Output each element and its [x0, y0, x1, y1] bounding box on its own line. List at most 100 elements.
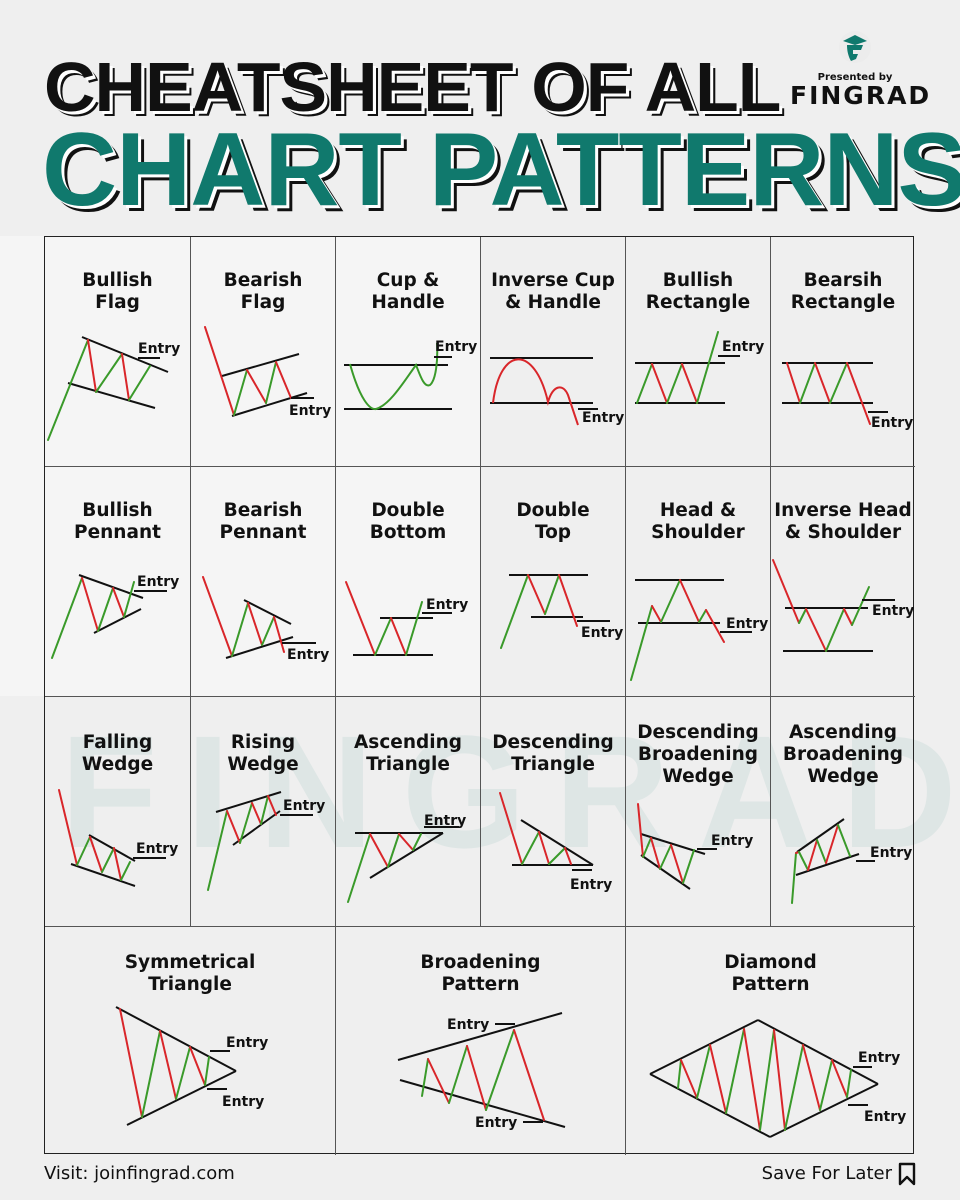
bullish-leg: [265, 361, 277, 404]
pattern-title: Cup & Handle: [371, 270, 445, 313]
pattern-cell: Bullish Flag: [45, 237, 191, 467]
bullish-leg: [231, 602, 249, 657]
bullish-leg: [95, 353, 123, 393]
pattern-cell: Ascending Broadening Wedge: [771, 697, 915, 927]
entry-label: Entry: [581, 625, 623, 641]
bearish-leg: [499, 792, 523, 865]
trend-line: [369, 832, 444, 879]
bullish-leg: [798, 608, 807, 624]
entry-label: Entry: [872, 603, 914, 619]
pattern-cell: Bearish Flag: [191, 237, 336, 467]
bullish-leg: [260, 795, 269, 825]
bullish-leg: [97, 587, 114, 632]
bearish-leg: [58, 789, 78, 866]
entry-label: Entry: [222, 1094, 264, 1110]
watermark: FINGRAD: [60, 702, 960, 881]
bullish-leg: [387, 833, 400, 868]
bearish-leg: [267, 795, 277, 816]
bullish-leg: [798, 851, 809, 871]
bearish-leg: [246, 369, 267, 404]
entry-label: Entry: [582, 410, 624, 426]
bullish-leg: [412, 833, 422, 851]
pattern-cell: Symmetrical Triangle: [45, 927, 336, 1155]
bearish-leg: [846, 362, 871, 425]
bullish-leg: [448, 1045, 468, 1104]
bullish-leg: [698, 609, 707, 623]
pattern-title: Bearish Pennant: [219, 500, 307, 543]
pattern-cell: Bullish Rectangle: [626, 237, 771, 467]
bullish-leg: [128, 365, 151, 401]
brand-logo: Presented by FINGRAD: [790, 30, 929, 108]
pattern-cell: Broadening Pattern: [336, 927, 626, 1155]
bullish-leg: [233, 369, 248, 416]
pattern-title: Symmetrical Triangle: [124, 952, 256, 995]
pattern-title: Inverse Head & Shoulder: [774, 500, 912, 543]
bearish-leg: [273, 616, 285, 653]
bullish-leg: [101, 847, 115, 873]
bearish-leg: [637, 803, 644, 858]
entry-label: Entry: [871, 415, 913, 431]
bearish-leg: [226, 810, 241, 844]
bullish-leg: [51, 577, 83, 659]
pattern-title: Head & Shoulder: [651, 500, 745, 543]
bullish-leg: [500, 574, 529, 649]
pattern-cell: Cup & Handle: [336, 237, 481, 467]
trend-line: [640, 854, 691, 890]
bullish-leg: [175, 1046, 191, 1100]
entry-label: Entry: [475, 1115, 517, 1131]
trend-line: [520, 819, 594, 866]
pattern-title: Ascending Broadening Wedge: [782, 722, 904, 787]
bearish-leg: [650, 837, 661, 870]
pattern-cell: Descending Broadening Wedge: [626, 697, 771, 927]
presented-by-label: Presented by: [817, 72, 893, 83]
bearish-leg: [709, 1044, 727, 1114]
pattern-cell: Double Top: [481, 467, 626, 697]
fingrad-logo-icon: [839, 31, 871, 63]
website-link[interactable]: Visit: joinfingrad.com: [44, 1163, 235, 1184]
bearish-leg: [202, 576, 233, 657]
bearish-leg: [743, 1028, 761, 1131]
pattern-title: Ascending Triangle: [353, 732, 462, 775]
bearish-leg: [466, 1045, 487, 1111]
entry-label: Entry: [283, 798, 325, 814]
bullish-leg: [660, 579, 681, 623]
bearish-leg: [805, 608, 827, 652]
bearish-leg: [513, 1029, 545, 1121]
bullish-leg: [141, 1030, 161, 1118]
entry-label: Entry: [447, 1017, 489, 1033]
trend-line: [81, 336, 169, 373]
bearish-leg: [427, 1058, 450, 1104]
bullish-leg: [759, 1029, 775, 1131]
entry-label: Entry: [711, 833, 753, 849]
bullish-leg: [544, 574, 560, 615]
trend-line: [649, 1019, 759, 1075]
bearish-leg: [679, 579, 700, 623]
entry-label: Entry: [864, 1109, 906, 1125]
entry-label: Entry: [138, 341, 180, 357]
bearish-leg: [681, 363, 698, 404]
pattern-title: Double Top: [516, 500, 590, 543]
bearish-leg: [773, 1029, 786, 1131]
pattern-cell: Inverse Cup & Handle: [481, 237, 626, 467]
bookmark-icon[interactable]: [898, 1162, 916, 1186]
bearish-leg: [159, 1030, 177, 1100]
bearish-leg: [390, 617, 407, 656]
pattern-title: Bearsih Rectangle: [790, 270, 896, 313]
title-line-2: CHART PATTERNS: [42, 112, 960, 228]
pattern-cell: Head & Shoulder: [626, 467, 771, 697]
bullish-leg: [76, 836, 91, 866]
bearish-leg: [87, 339, 97, 393]
entry-label: Entry: [289, 403, 331, 419]
trend-line: [243, 599, 292, 625]
bearish-leg: [89, 836, 103, 873]
pattern-title: Falling Wedge: [81, 732, 154, 775]
bearish-leg: [527, 574, 546, 615]
bearish-leg: [807, 839, 818, 871]
bullish-leg: [485, 1029, 515, 1111]
pattern-title: Diamond Pattern: [724, 952, 817, 995]
pattern-cell: Diamond Pattern: [626, 927, 915, 1155]
trend-line: [795, 853, 860, 876]
trend-line: [215, 791, 282, 813]
bearish-leg: [204, 326, 235, 416]
bearish-leg: [538, 831, 550, 865]
